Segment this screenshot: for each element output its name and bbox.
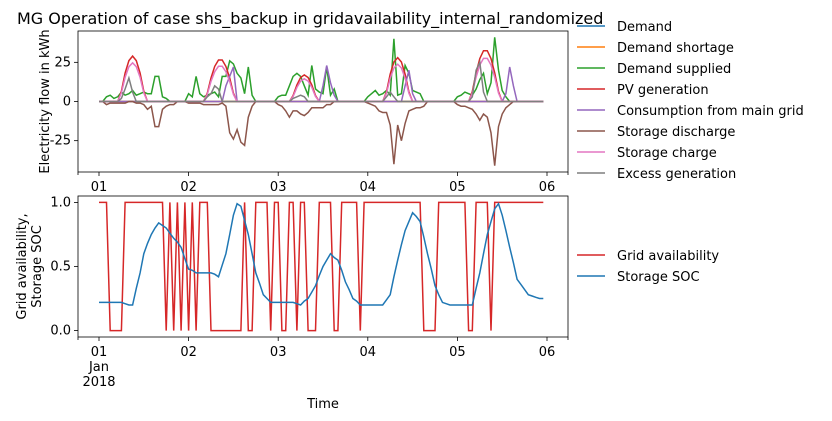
x-tick-label: 01: [91, 180, 108, 195]
legend-entry: Consumption from main grid: [617, 104, 804, 119]
legend-entry: PV generation: [617, 83, 709, 98]
x-tick-label: 03: [270, 180, 287, 195]
y-tick-label: 1.0: [50, 195, 71, 210]
legend-entry: Grid availability: [617, 249, 719, 264]
x-tick-label: 04: [360, 345, 377, 360]
y-axis-label: Electricity flow in kWh: [38, 29, 53, 173]
y-axis-label: Storage SOC: [30, 225, 45, 308]
y-tick-label: 0: [63, 95, 71, 110]
y-tick-label: -25: [50, 134, 71, 149]
x-tick-label: 05: [449, 180, 466, 195]
legend-entry: Storage SOC: [617, 270, 700, 285]
x-tick-label: Jan: [88, 360, 109, 375]
x-tick-label: 02: [180, 345, 197, 360]
y-axis-label: Grid availability,: [15, 213, 30, 319]
y-tick-label: 25: [54, 55, 71, 70]
series-line-grid-availability: [99, 201, 544, 332]
x-tick-label: 03: [270, 345, 287, 360]
x-tick-label: 2018: [82, 375, 115, 390]
series-line-excess-generation: [99, 59, 544, 103]
x-tick-label: 06: [539, 180, 556, 195]
figure-title: MG Operation of case shs_backup in grida…: [17, 9, 603, 29]
y-tick-label: 0.5: [50, 260, 71, 275]
x-tick-label: 01: [91, 345, 108, 360]
legend-entry: Demand shortage: [617, 41, 734, 56]
series-line-storage-discharge: [99, 100, 544, 166]
top-chart-panel: -25 0 25 01 02 03 04 05 06 Electricity flow in kW…: [38, 20, 804, 195]
x-axis-label: Time: [306, 397, 339, 412]
x-tick-label: 06: [539, 345, 556, 360]
y-tick-label: 0.0: [50, 324, 71, 339]
legend-entry: Demand: [617, 20, 672, 35]
x-tick-label: 05: [449, 345, 466, 360]
x-tick-label: 02: [180, 180, 197, 195]
x-tick-label: 04: [360, 180, 377, 195]
legend-entry: Excess generation: [617, 167, 736, 182]
series-line-storage-soc: [99, 202, 544, 306]
legend-entry: Demand supplied: [617, 62, 731, 77]
legend-entry: Storage charge: [617, 146, 717, 161]
legend-entry: Storage discharge: [617, 125, 735, 140]
